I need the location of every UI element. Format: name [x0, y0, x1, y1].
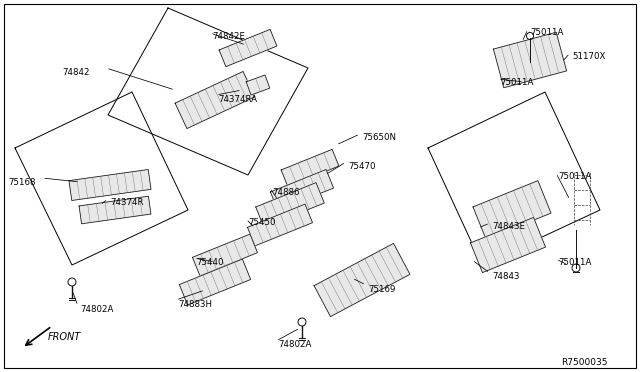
Text: 74883H: 74883H: [178, 300, 212, 309]
Text: 75440: 75440: [196, 258, 223, 267]
Text: 74843E: 74843E: [492, 222, 525, 231]
Text: 75470: 75470: [348, 162, 376, 171]
Polygon shape: [281, 149, 339, 187]
Text: 74374R: 74374R: [110, 198, 143, 207]
Polygon shape: [256, 183, 324, 227]
Text: 75650N: 75650N: [362, 133, 396, 142]
Polygon shape: [79, 196, 151, 224]
Text: 74842: 74842: [62, 68, 90, 77]
Polygon shape: [271, 170, 333, 211]
Polygon shape: [179, 259, 251, 305]
Polygon shape: [69, 170, 151, 201]
Polygon shape: [248, 204, 312, 246]
Text: 75011A: 75011A: [530, 28, 563, 37]
Polygon shape: [473, 181, 551, 239]
Text: 75450: 75450: [248, 218, 275, 227]
Polygon shape: [175, 71, 255, 129]
Text: 75011A: 75011A: [558, 172, 591, 181]
Text: 75169: 75169: [368, 285, 396, 294]
Polygon shape: [193, 234, 257, 276]
Text: 75011A: 75011A: [500, 78, 533, 87]
Polygon shape: [493, 32, 566, 88]
Text: R7500035: R7500035: [561, 358, 608, 367]
Text: 75011A: 75011A: [558, 258, 591, 267]
Polygon shape: [470, 217, 545, 273]
Text: 75168: 75168: [8, 178, 35, 187]
Polygon shape: [314, 243, 410, 317]
Polygon shape: [219, 29, 277, 67]
Text: 74843: 74843: [492, 272, 520, 281]
Text: 51170X: 51170X: [572, 52, 605, 61]
Text: 74802A: 74802A: [278, 340, 312, 349]
Text: 74374RA: 74374RA: [218, 95, 257, 104]
Text: 74802A: 74802A: [80, 305, 113, 314]
Text: 74886: 74886: [272, 188, 300, 197]
Text: FRONT: FRONT: [48, 332, 81, 342]
Text: 74842E: 74842E: [212, 32, 245, 41]
Polygon shape: [246, 75, 270, 95]
